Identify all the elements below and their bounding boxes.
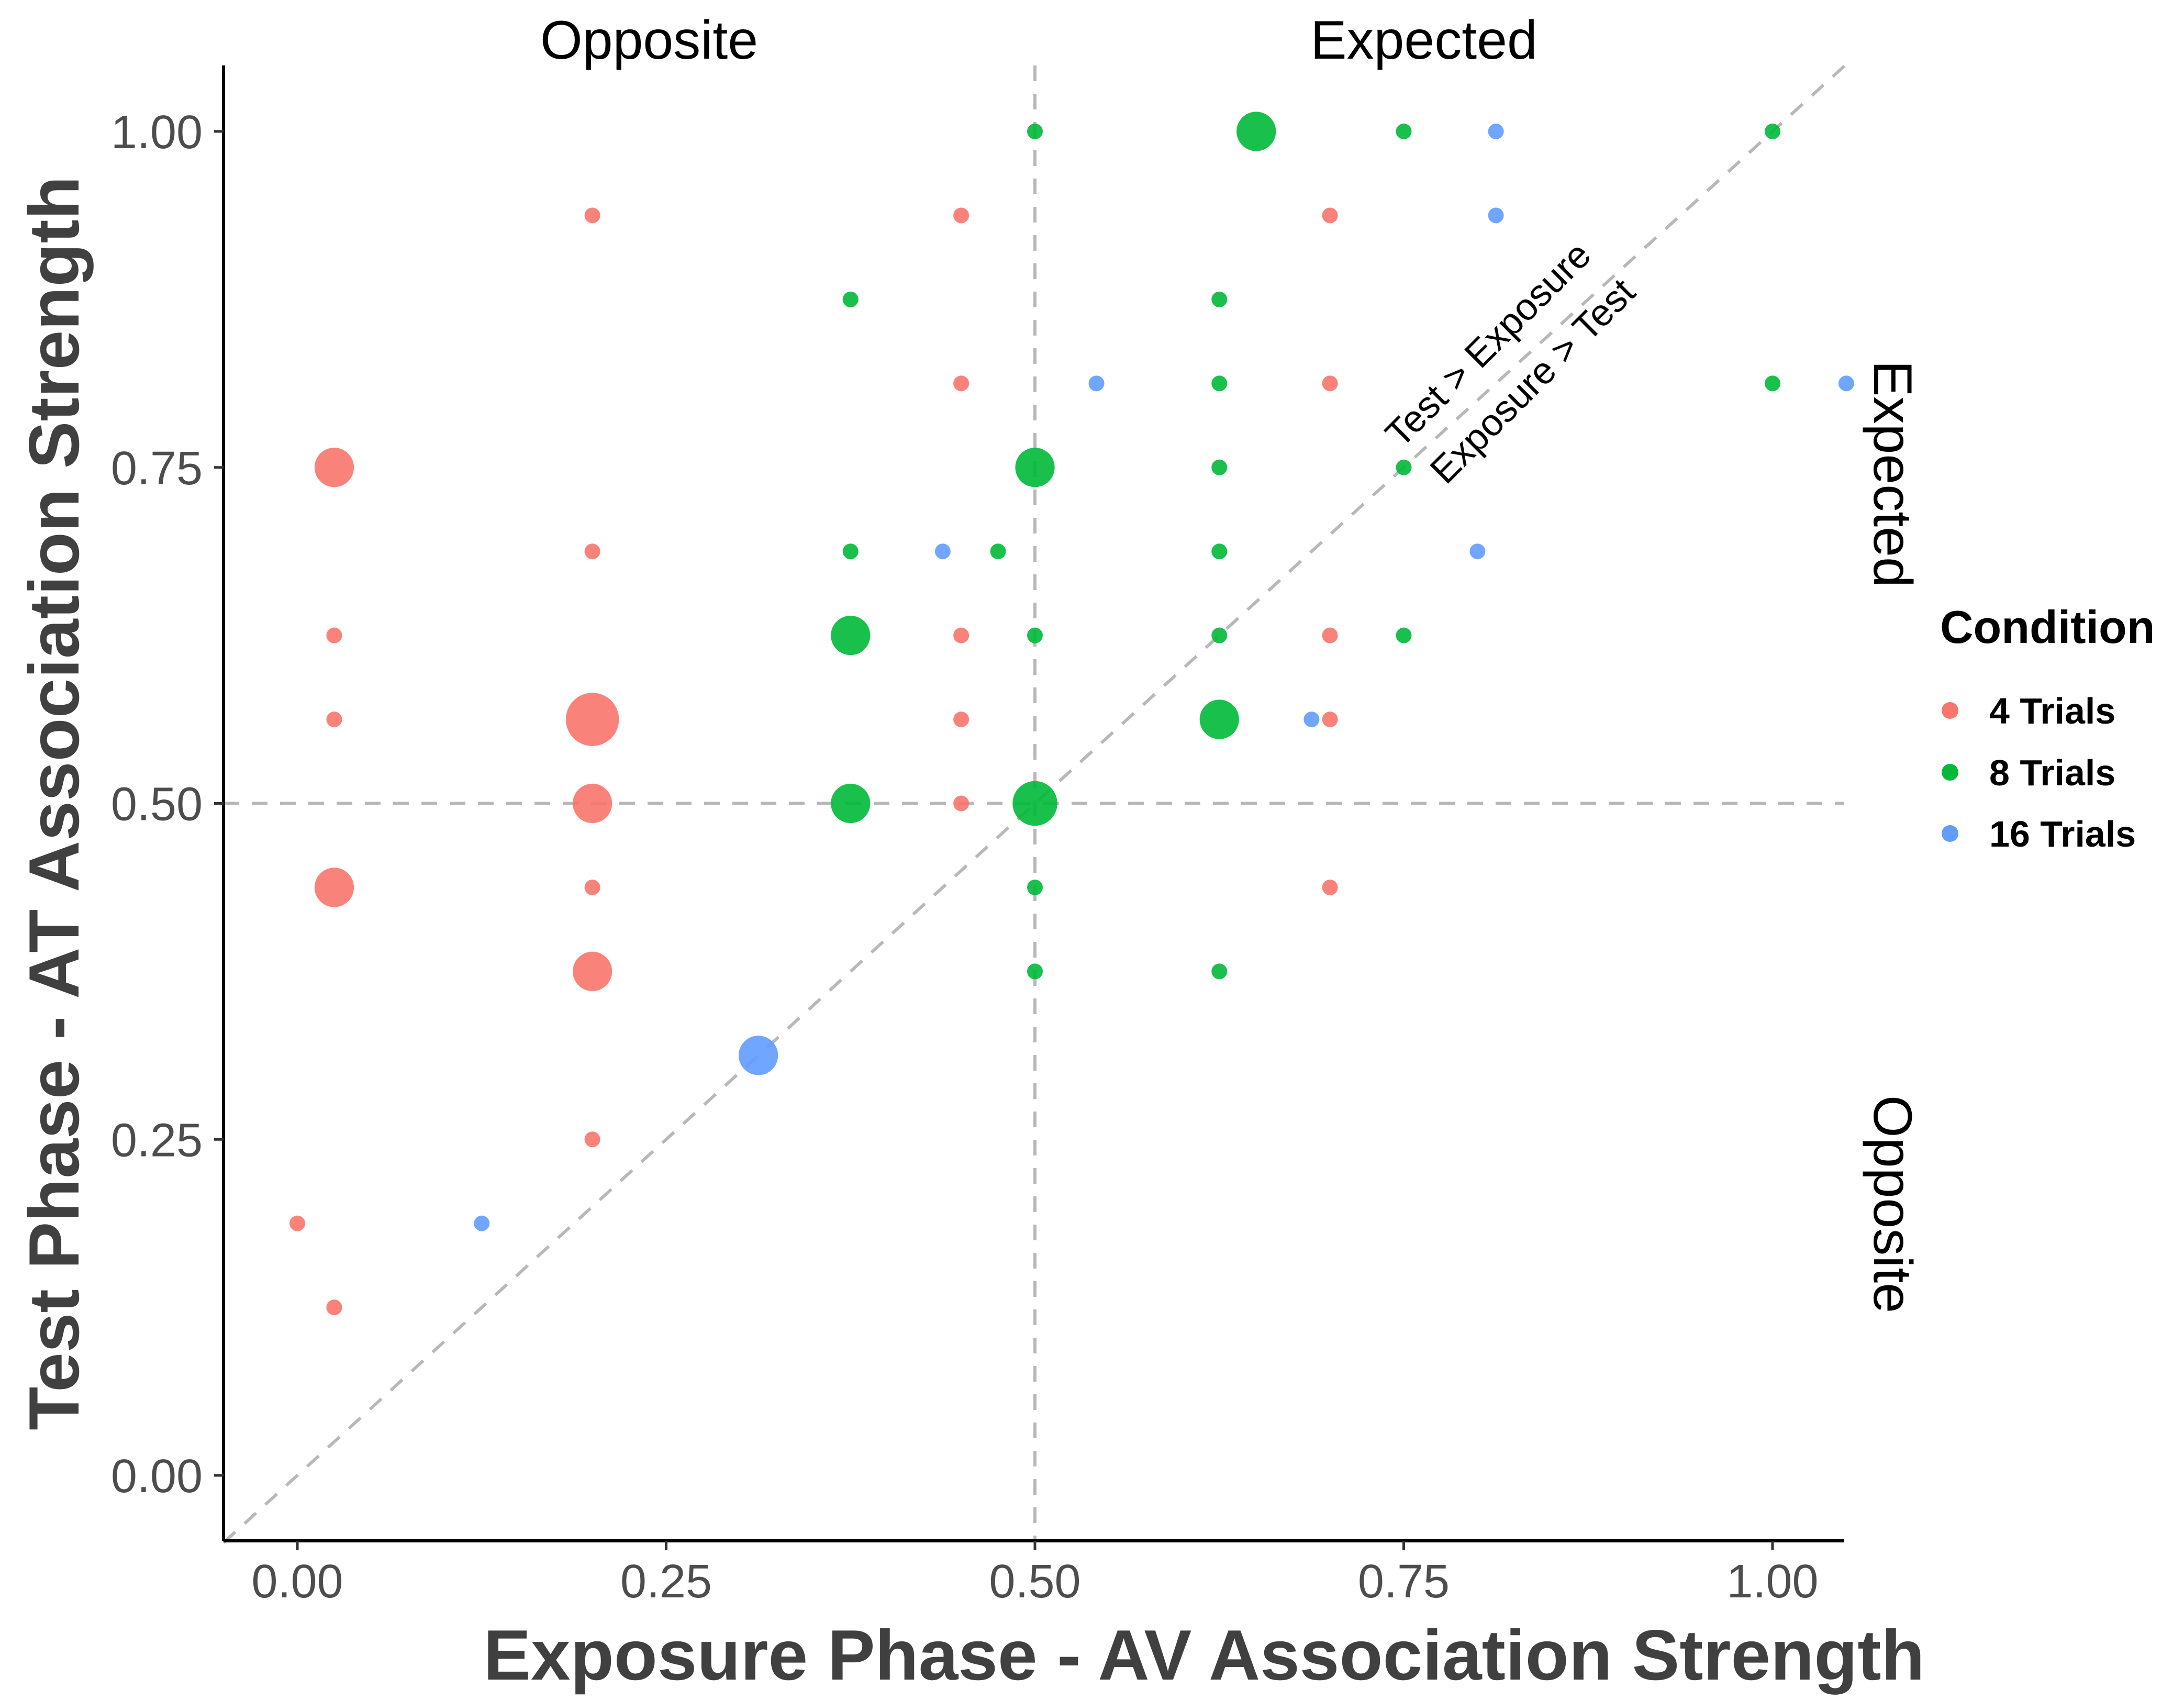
point-4-trials: [326, 627, 342, 643]
y-tick-label: 0.25: [111, 1114, 203, 1166]
point-8-trials: [1199, 699, 1239, 739]
point-8-trials: [1396, 124, 1412, 139]
point-16-trials: [1469, 543, 1486, 560]
point-4-trials: [953, 375, 970, 392]
point-8-trials: [831, 783, 871, 824]
point-4-trials: [572, 783, 612, 824]
y-tick-label: 0.50: [111, 779, 203, 831]
point-16-trials: [1488, 207, 1504, 224]
point-8-trials: [1211, 963, 1228, 980]
point-8-trials: [842, 543, 859, 560]
point-8-trials: [842, 291, 859, 307]
point-8-trials: [1211, 375, 1228, 392]
point-8-trials: [1211, 627, 1228, 643]
point-4-trials: [326, 1299, 342, 1316]
point-4-trials: [1322, 207, 1338, 224]
x-tick-label: 1.00: [1726, 1555, 1818, 1608]
point-4-trials: [584, 207, 600, 224]
point-8-trials: [1236, 112, 1276, 151]
point-8-trials: [1211, 543, 1228, 560]
point-4-trials: [1322, 879, 1338, 895]
point-4-trials: [584, 879, 600, 895]
point-8-trials: [1027, 879, 1043, 895]
x-axis-title: Exposure Phase - AV Association Strength: [483, 1615, 1924, 1695]
point-8-trials: [1027, 963, 1043, 980]
point-8-trials: [1027, 124, 1043, 139]
point-16-trials: [1838, 375, 1854, 392]
axis-ticks: 0.00 0.25 0.50 0.75 1.00 0.00 0.25 0.50 0.75 1.00: [111, 106, 1819, 1608]
top-label-expected: Expected: [1310, 10, 1537, 71]
point-8-trials: [1012, 781, 1057, 826]
legend-title: Condition: [1940, 601, 2155, 653]
point-8-trials: [1015, 448, 1055, 487]
point-16-trials: [738, 1036, 778, 1075]
point-8-trials: [1396, 627, 1412, 643]
point-4-trials: [584, 1131, 600, 1148]
x-tick-label: 0.25: [620, 1555, 712, 1608]
point-4-trials: [1322, 375, 1338, 392]
legend-label-4-trials: 4 Trials: [1989, 691, 2115, 731]
legend-key-8-trials: [1942, 764, 1958, 781]
point-8-trials: [1396, 459, 1412, 475]
legend-label-16-trials: 16 Trials: [1989, 814, 2136, 854]
legend-key-16-trials: [1942, 825, 1958, 842]
y-axis-title: Test Phase - AT Association Strength: [14, 176, 94, 1430]
point-4-trials: [565, 693, 619, 746]
point-16-trials: [1088, 375, 1105, 392]
point-8-trials: [990, 543, 1006, 560]
x-tick-label: 0.75: [1358, 1555, 1450, 1608]
point-4-trials: [1322, 712, 1338, 728]
point-4-trials: [584, 543, 600, 560]
point-8-trials: [1211, 291, 1228, 307]
y-tick-label: 0.75: [111, 442, 203, 495]
right-label-opposite: Opposite: [1862, 1095, 1923, 1313]
point-4-trials: [1322, 627, 1338, 643]
point-4-trials: [572, 951, 612, 992]
y-tick-label: 1.00: [111, 106, 203, 159]
point-16-trials: [934, 543, 951, 560]
top-label-opposite: Opposite: [540, 10, 758, 71]
legend-key-4-trials: [1942, 702, 1958, 719]
y-tick-label: 0.00: [111, 1450, 203, 1503]
point-4-trials: [289, 1215, 305, 1231]
point-8-trials: [1211, 459, 1228, 475]
point-8-trials: [1027, 627, 1043, 643]
legend-label-8-trials: 8 Trials: [1989, 752, 2115, 793]
x-tick-label: 0.00: [251, 1555, 343, 1608]
point-4-trials: [953, 795, 970, 812]
data-points: [289, 112, 1854, 1316]
point-8-trials: [1765, 124, 1780, 139]
point-4-trials: [953, 207, 970, 224]
point-8-trials: [1765, 375, 1780, 392]
point-4-trials: [953, 627, 970, 643]
point-16-trials: [474, 1215, 490, 1231]
point-16-trials: [1488, 124, 1504, 139]
point-4-trials: [953, 712, 970, 728]
x-tick-label: 0.50: [989, 1555, 1080, 1608]
point-4-trials: [326, 712, 342, 728]
point-4-trials: [314, 448, 354, 487]
point-16-trials: [1303, 712, 1320, 728]
point-4-trials: [314, 868, 354, 907]
point-8-trials: [831, 615, 871, 655]
legend: Condition 4 Trials 8 Trials 16 Trials: [1940, 601, 2155, 854]
right-label-expected: Expected: [1862, 360, 1923, 587]
